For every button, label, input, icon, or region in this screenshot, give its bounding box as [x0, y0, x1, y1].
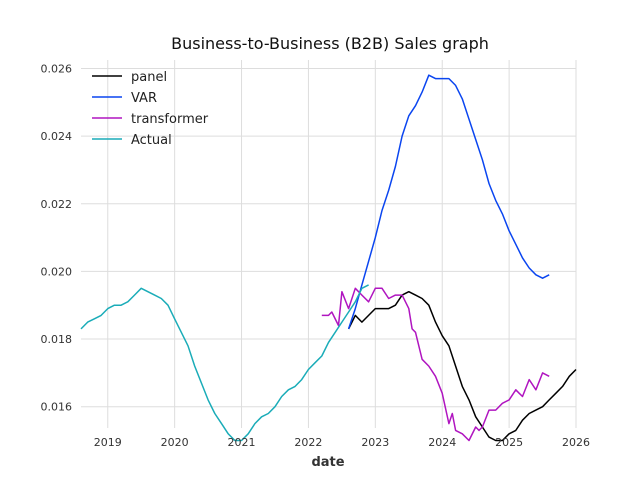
- x-tick-label: 2019: [94, 436, 122, 449]
- legend: panel VAR transformer Actual: [92, 70, 209, 148]
- legend-label: panel: [131, 70, 167, 85]
- legend-label: Actual: [131, 133, 172, 148]
- y-tick-label: 0.020: [41, 265, 73, 278]
- x-tick-label: 2025: [495, 436, 523, 449]
- chart-title: Business-to-Business (B2B) Sales graph: [171, 34, 489, 53]
- x-axis-label: date: [311, 455, 344, 470]
- x-tick-label: 2022: [294, 436, 322, 449]
- series-lines: [80, 74, 577, 442]
- x-tick-label: 2024: [428, 436, 456, 449]
- series-line-transformer: [321, 287, 550, 442]
- series-line-actual: [80, 284, 369, 442]
- grid: [81, 60, 577, 428]
- series-line-panel: [347, 290, 577, 442]
- y-tick-label: 0.016: [41, 401, 73, 414]
- tick-labels: 2019 2020 2021 2022 2023 2024 2025 2026 0.016 0.0…: [41, 62, 591, 449]
- y-tick-label: 0.018: [41, 333, 73, 346]
- x-tick-label: 2026: [562, 436, 590, 449]
- series-line-var: [347, 74, 550, 330]
- x-tick-label: 2023: [361, 436, 389, 449]
- x-tick-label: 2020: [161, 436, 189, 449]
- y-tick-label: 0.024: [41, 130, 73, 143]
- legend-label: transformer: [131, 112, 209, 127]
- y-tick-label: 0.026: [41, 62, 73, 75]
- y-tick-label: 0.022: [41, 198, 73, 211]
- x-tick-label: 2021: [228, 436, 256, 449]
- legend-label: VAR: [131, 91, 157, 106]
